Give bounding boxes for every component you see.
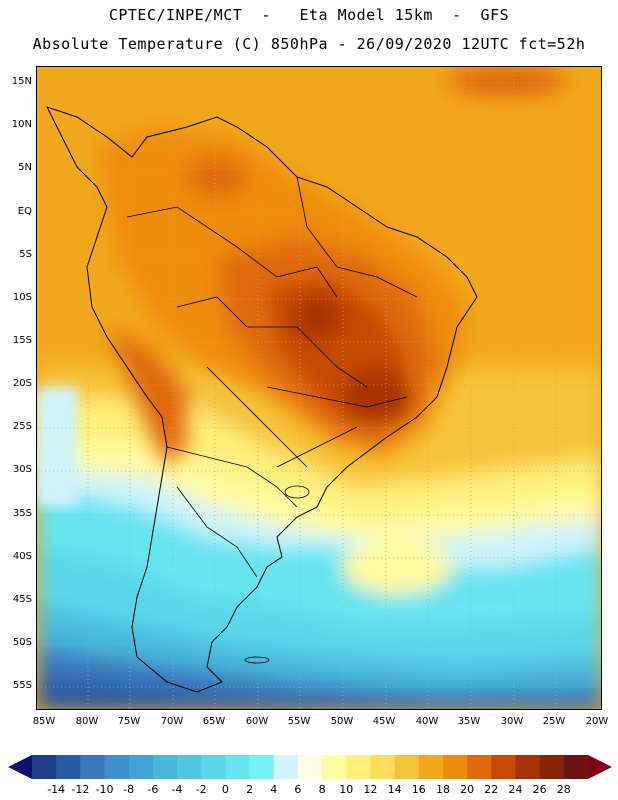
colorbar-swatch [491,755,516,779]
colorbar-left-arrow [8,755,32,779]
lon-label: 65W [202,716,226,727]
colorbar-tick-label: 16 [411,783,426,796]
colorbar-swatch [418,755,444,779]
lon-label: 55W [287,716,311,727]
colorbar-swatch [394,755,420,779]
colorbar-tick-label: -6 [147,783,159,796]
colorbar-swatch [297,755,323,779]
colorbar-tick-label: 2 [246,783,254,796]
lon-label: 75W [117,716,141,727]
colorbar-swatch [273,755,299,779]
colorbar-swatch [152,755,178,779]
lon-label: 80W [75,716,99,727]
colorbar-swatch [370,755,396,779]
colorbar-tick-label: -14 [47,783,66,796]
lat-label: 55S [12,680,32,691]
lon-label: 30W [500,716,524,727]
lon-label: 50W [330,716,354,727]
lagoon-outline [284,485,310,499]
colorbar-swatch [346,755,371,779]
colorbar-tick-label: 24 [508,783,523,796]
colorbar-tick-label: -4 [171,783,183,796]
lon-label: 60W [245,716,269,727]
lon-label: 70W [160,716,184,727]
colorbar-tick-label: 4 [270,783,278,796]
colorbar-tick-label: 22 [484,783,499,796]
lon-label: 40W [415,716,439,727]
colorbar-swatch [515,755,541,779]
lat-label: 30S [12,464,32,475]
lat-label: 10S [12,292,32,303]
lat-label: 20S [12,378,32,389]
lat-label: 15S [12,335,32,346]
colorbar-tick-label: 28 [556,783,571,796]
lon-label: 85W [32,716,56,727]
lon-label: 45W [372,716,396,727]
colorbar-tick-label: 6 [294,783,302,796]
lat-label: 25S [12,421,32,432]
colorbar-tick-label: 0 [221,783,229,796]
colorbar-swatch [442,755,468,779]
colorbar-swatch [177,755,202,779]
coastline [46,106,478,693]
falkland-islands [244,656,270,664]
lat-label: 50S [12,637,32,648]
colorbar-swatch [539,755,565,779]
colorbar-tick-label: 18 [435,783,450,796]
colorbar-swatch [322,755,347,779]
colorbar-swatch [249,755,275,779]
lat-label: 10N [11,119,32,130]
chart-title-line1: CPTEC/INPE/MCT - Eta Model 15km - GFS [108,6,510,24]
temperature-colorbar [8,755,612,779]
lat-label: 45S [12,594,32,605]
lat-label: 35S [12,508,32,519]
colorbar-swatch [32,755,57,779]
colorbar-right-arrow [588,755,612,779]
chart-title-line2: Absolute Temperature (C) 850hPa - 26/09/… [32,35,586,53]
colorbar-tick-label: -12 [71,783,90,796]
colorbar-tick-label: -10 [95,783,114,796]
lat-label: 5S [19,249,32,260]
temperature-field [37,67,601,709]
lat-label: 5N [18,162,32,173]
colorbar-tick-label: 26 [532,783,547,796]
colorbar-tick-label: 8 [318,783,326,796]
colorbar-tick-label: 14 [387,783,402,796]
colorbar-tick-label: 10 [339,783,354,796]
colorbar-swatch [467,755,492,779]
colorbar-swatch [225,755,251,779]
country-borders [126,176,418,578]
colorbar-swatch [104,755,130,779]
colorbar-tick-label: 12 [363,783,378,796]
colorbar-swatch [563,755,589,779]
colorbar-swatch [56,755,81,779]
temperature-map [36,66,602,710]
lat-label: EQ [17,206,32,217]
colorbar-swatch [128,755,154,779]
graticule [37,67,601,709]
colorbar-tick-label: -8 [123,783,135,796]
colorbar-swatch [80,755,106,779]
lon-label: 20W [585,716,609,727]
lon-label: 25W [542,716,566,727]
colorbar-tick-label: 20 [460,783,475,796]
lat-label: 15N [11,76,32,87]
colorbar-tick-label: -2 [195,783,207,796]
lat-label: 40S [12,551,32,562]
lon-label: 35W [457,716,481,727]
colorbar-swatch [201,755,226,779]
